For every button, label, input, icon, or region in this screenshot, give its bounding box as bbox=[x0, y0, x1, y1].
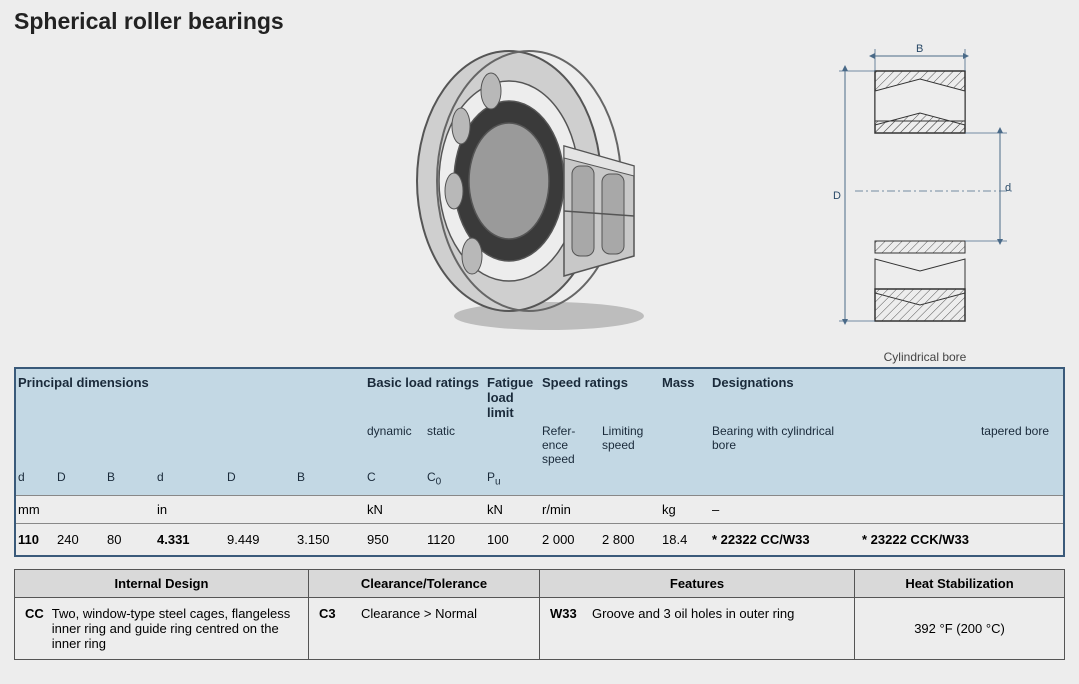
val-desig2: * 23222 CCK/W33 bbox=[860, 524, 1064, 557]
hdr-desig-cyl: Bearing with cylindrical bore bbox=[710, 422, 860, 468]
hdr-fatigue: Fatigue load limit bbox=[485, 368, 540, 422]
sym-C: C bbox=[365, 468, 425, 496]
sym-d-in: d bbox=[155, 468, 225, 496]
val-mass: 18.4 bbox=[660, 524, 710, 557]
details-head-heat: Heat Stabilization bbox=[855, 570, 1065, 598]
val-d-mm: 110 bbox=[15, 524, 55, 557]
bearing-3d-illustration bbox=[394, 31, 674, 341]
sym-d: d bbox=[15, 468, 55, 496]
table-row: 110 240 80 4.331 9.449 3.150 950 1120 10… bbox=[15, 524, 1064, 557]
val-B-mm: 80 bbox=[105, 524, 155, 557]
val-B-in: 3.150 bbox=[295, 524, 365, 557]
val-Pu: 100 bbox=[485, 524, 540, 557]
details-cell-clearance: C3 Clearance > Normal bbox=[309, 598, 540, 660]
hdr-speed-ref: Refer-ence speed bbox=[540, 422, 600, 468]
hdr-speed-lim: Limiting speed bbox=[600, 422, 660, 468]
dim-D-label: D bbox=[833, 190, 841, 202]
details-table: Internal Design Clearance/Tolerance Feat… bbox=[14, 569, 1065, 660]
sym-Pu: Pu bbox=[485, 468, 540, 496]
unit-rmin: r/min bbox=[540, 496, 660, 524]
diagram-caption: Cylindrical bore bbox=[805, 350, 1045, 364]
internal-text: Two, window-type steel cages, flangeless… bbox=[52, 606, 298, 651]
details-cell-features: W33 Groove and 3 oil holes in outer ring bbox=[540, 598, 855, 660]
details-head-clearance: Clearance/Tolerance bbox=[309, 570, 540, 598]
val-C0: 1120 bbox=[425, 524, 485, 557]
unit-kN2: kN bbox=[485, 496, 540, 524]
hdr-dyn: dynamic bbox=[365, 422, 425, 468]
hdr-basic-load: Basic load ratings bbox=[365, 368, 485, 422]
unit-kg: kg bbox=[660, 496, 710, 524]
clearance-code: C3 bbox=[319, 606, 353, 621]
unit-dash: – bbox=[710, 496, 1064, 524]
spec-table: Principal dimensions Basic load ratings … bbox=[14, 367, 1065, 557]
val-d-in: 4.331 bbox=[155, 524, 225, 557]
sym-D: D bbox=[55, 468, 105, 496]
val-desig1: * 22322 CC/W33 bbox=[710, 524, 860, 557]
features-text: Groove and 3 oil holes in outer ring bbox=[592, 606, 794, 621]
sym-D-in: D bbox=[225, 468, 295, 496]
details-head-internal: Internal Design bbox=[15, 570, 309, 598]
dim-d-label: d bbox=[1005, 182, 1011, 194]
unit-in: in bbox=[155, 496, 365, 524]
details-head-features: Features bbox=[540, 570, 855, 598]
val-D-in: 9.449 bbox=[225, 524, 295, 557]
sym-B: B bbox=[105, 468, 155, 496]
clearance-text: Clearance > Normal bbox=[361, 606, 477, 621]
hdr-desig-tap: tapered bore bbox=[860, 422, 1064, 468]
hdr-stat: static bbox=[425, 422, 485, 468]
val-C: 950 bbox=[365, 524, 425, 557]
hdr-speed: Speed ratings bbox=[540, 368, 660, 422]
details-cell-heat: 392 °F (200 °C) bbox=[855, 598, 1065, 660]
cross-section-diagram: B D d Cylindrical bore bbox=[805, 41, 1045, 361]
details-cell-internal: CC Two, window-type steel cages, flangel… bbox=[15, 598, 309, 660]
unit-mm: mm bbox=[15, 496, 155, 524]
unit-kN1: kN bbox=[365, 496, 485, 524]
top-illustration-area: B D d Cylindrical bore bbox=[14, 41, 1065, 361]
hdr-designations: Designations bbox=[710, 368, 1064, 422]
dim-B-label: B bbox=[916, 43, 923, 55]
sym-B-in: B bbox=[295, 468, 365, 496]
val-speed-ref: 2 000 bbox=[540, 524, 600, 557]
val-speed-lim: 2 800 bbox=[600, 524, 660, 557]
hdr-mass: Mass bbox=[660, 368, 710, 422]
hdr-principal: Principal dimensions bbox=[15, 368, 365, 422]
internal-code: CC bbox=[25, 606, 44, 651]
features-code: W33 bbox=[550, 606, 584, 621]
sym-C0: C0 bbox=[425, 468, 485, 496]
val-D-mm: 240 bbox=[55, 524, 105, 557]
